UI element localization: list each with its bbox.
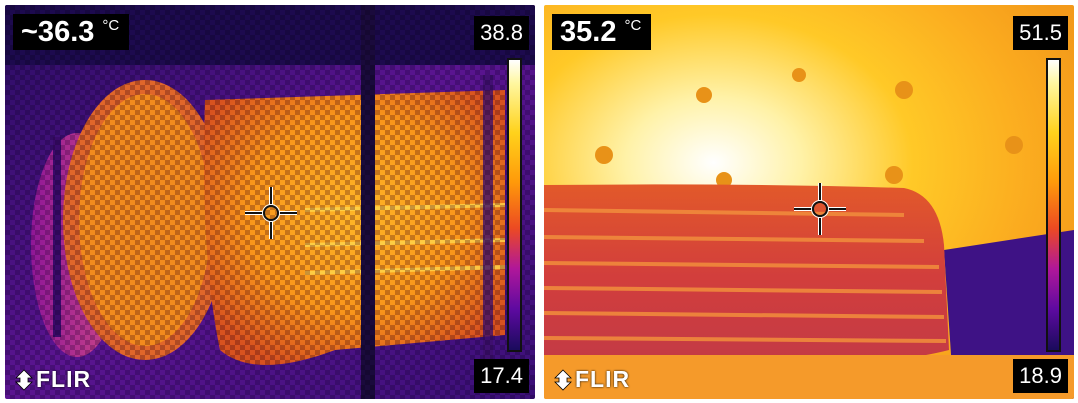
flir-logo: FLIR [14, 366, 91, 393]
temperature-unit: °C [624, 17, 642, 34]
spot-temperature-readout: ~36.3 °C [13, 14, 130, 50]
spot-temperature-readout: 35.2 °C [552, 14, 652, 50]
thermal-scene-motor [5, 5, 535, 399]
spot-temperature-value: 35.2 [560, 16, 617, 48]
scale-min-label: 17.4 [474, 359, 529, 393]
flir-flame-icon [554, 368, 572, 391]
thermal-image-right: 35.2 °C 51.5 18.9 FLIR [544, 5, 1074, 399]
flir-logo: FLIR [553, 366, 630, 393]
flir-flame-icon [15, 368, 33, 391]
temperature-unit: °C [102, 17, 120, 34]
scale-min-label: 18.9 [1013, 359, 1068, 393]
scale-max-label: 38.8 [474, 16, 529, 50]
thermal-image-left: ~36.3 °C 38.8 17.4 FLIR [5, 5, 535, 399]
spot-crosshair-icon [794, 183, 846, 235]
logo-text: FLIR [36, 366, 92, 392]
color-scale-bar [507, 58, 522, 352]
thermal-scene-pulley [544, 5, 1074, 399]
color-scale-bar [1046, 58, 1061, 352]
scale-max-label: 51.5 [1013, 16, 1068, 50]
logo-text: FLIR [575, 366, 631, 392]
spot-crosshair-icon [245, 187, 297, 239]
spot-temperature-value: ~36.3 [21, 16, 95, 48]
